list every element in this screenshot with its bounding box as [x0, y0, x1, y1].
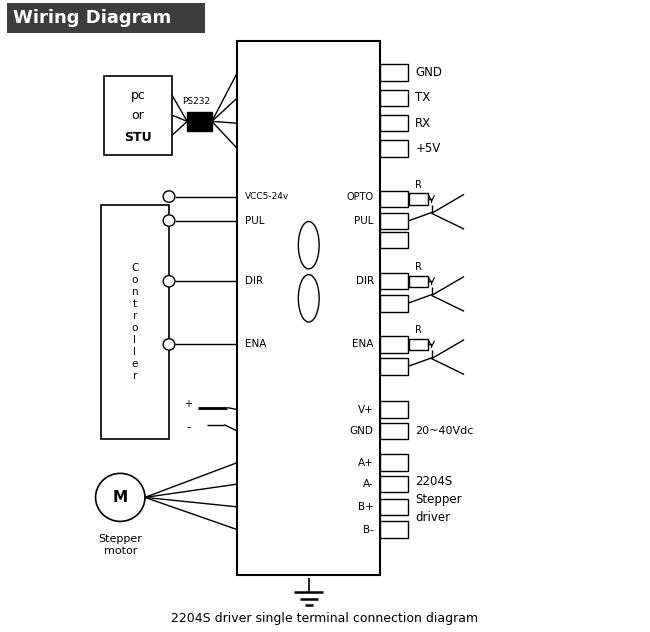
Text: +5V: +5V [415, 142, 441, 155]
Bar [380, 64, 408, 81]
Text: C
o
n
t
r
o
l
l
e
r: C o n t r o l l e r [131, 264, 138, 381]
Bar [380, 423, 408, 439]
Bar [380, 191, 408, 207]
Text: Wiring Diagram: Wiring Diagram [13, 9, 171, 27]
Text: R: R [415, 179, 422, 190]
Bar [6, 3, 205, 33]
Text: PS232: PS232 [182, 97, 211, 106]
Ellipse shape [298, 222, 319, 269]
Circle shape [163, 215, 175, 226]
Bar [380, 336, 408, 353]
Bar [380, 115, 408, 131]
Bar [380, 232, 408, 248]
Circle shape [163, 276, 175, 287]
Bar [380, 476, 408, 492]
Bar [380, 521, 408, 538]
Text: RX: RX [415, 117, 432, 130]
Bar [380, 358, 408, 375]
Bar [104, 76, 172, 155]
Bar [409, 276, 428, 287]
Text: +: + [185, 399, 192, 409]
Text: M: M [112, 490, 128, 505]
Text: pc: pc [131, 89, 146, 102]
Bar [380, 273, 408, 289]
Bar [409, 339, 428, 350]
Bar [380, 454, 408, 471]
Text: DIR: DIR [356, 276, 374, 286]
Text: 2204S driver single terminal connection diagram: 2204S driver single terminal connection … [172, 612, 478, 624]
Bar [409, 193, 428, 205]
Circle shape [163, 191, 175, 202]
Bar [187, 112, 212, 131]
Text: B-: B- [363, 525, 374, 535]
Text: 20~40Vdc: 20~40Vdc [415, 426, 474, 436]
Ellipse shape [298, 275, 319, 322]
Bar [380, 401, 408, 418]
Bar [380, 140, 408, 157]
Bar [380, 499, 408, 515]
Text: PUL: PUL [354, 216, 374, 226]
Bar [380, 295, 408, 312]
Text: or: or [132, 109, 144, 122]
Circle shape [163, 339, 175, 350]
Text: PUL: PUL [245, 216, 265, 226]
Text: 2204S
Stepper
driver: 2204S Stepper driver [415, 475, 462, 524]
Text: A-: A- [363, 479, 374, 489]
Text: GND: GND [350, 426, 374, 436]
Text: V+: V+ [358, 404, 374, 415]
Text: ENA: ENA [352, 339, 374, 349]
Circle shape [96, 473, 145, 521]
Bar [237, 41, 380, 575]
Text: TX: TX [415, 92, 430, 104]
Text: Stepper
motor: Stepper motor [98, 534, 142, 556]
Text: GND: GND [415, 66, 443, 79]
Text: ENA: ENA [245, 339, 266, 349]
Text: B+: B+ [358, 502, 374, 512]
Bar [101, 205, 169, 439]
Text: R: R [415, 262, 422, 272]
Text: VCC5-24v: VCC5-24v [245, 192, 289, 201]
Text: STU: STU [124, 131, 152, 144]
Text: -: - [187, 422, 190, 434]
Bar [380, 90, 408, 106]
Text: A+: A+ [358, 458, 374, 468]
Bar [380, 213, 408, 229]
Text: OPTO: OPTO [346, 191, 374, 202]
Text: R: R [415, 325, 422, 335]
Text: DIR: DIR [245, 276, 263, 286]
